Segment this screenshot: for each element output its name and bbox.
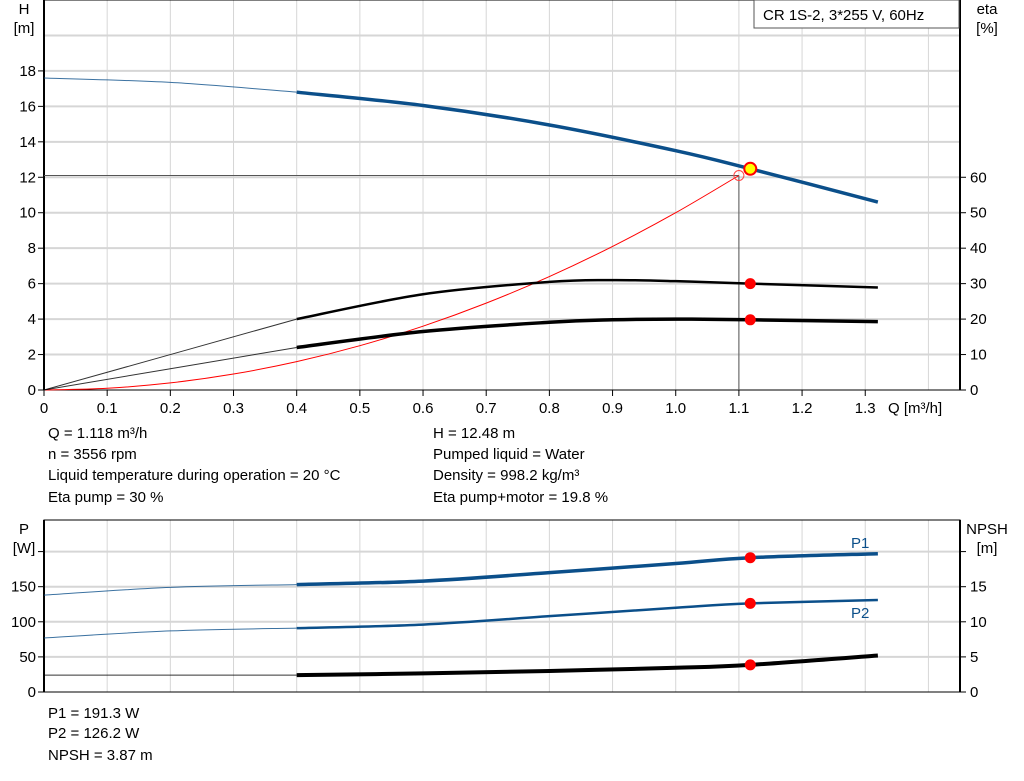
info-density: Density = 998.2 kg/m³ [433,467,580,484]
title-box-text: CR 1S-2, 3*255 V, 60Hz [763,7,924,24]
x-tick-label: 0.5 [349,400,370,417]
y-tick-label-right: 0 [970,684,978,701]
y-tick-label-left: 6 [28,276,36,293]
title-box [753,0,960,29]
H-curve [296,90,879,204]
H-curve-thin [43,77,297,93]
y-axis-label-left: P [19,521,29,538]
y-tick-label-left: 4 [28,311,36,328]
info-liquid-temp: Liquid temperature during operation = 20… [48,467,341,484]
x-tick-label: 1.0 [665,400,686,417]
x-tick-label: 0.3 [223,400,244,417]
y-tick-label-right: 10 [970,347,987,364]
x-tick-label: 0.9 [602,400,623,417]
eta_pump_motor-curve [296,317,878,350]
P1-curve-thin [43,584,297,596]
y-tick-label-left: 12 [19,169,36,186]
y-tick-label-left: 150 [11,579,36,596]
plot-frame [43,519,961,693]
info-eta-pump-motor: Eta pump+motor = 19.8 % [433,489,609,506]
x-tick-label: 0.8 [539,400,560,417]
y-tick-label-left: 100 [11,614,36,631]
p2-duty-marker [744,597,756,609]
eta_pump_motor-curve-thin [43,346,297,391]
y-tick-label-right: 40 [970,240,987,257]
y-tick-label-left: 18 [19,63,36,80]
y-tick-label-left: 10 [19,205,36,222]
system-point-marker [733,170,745,181]
p1-duty-marker [744,552,756,564]
P1-curve [296,551,878,587]
y-tick-label-left: 16 [19,98,36,115]
x-tick-label: 0.6 [413,400,434,417]
y-tick-label-left: 8 [28,240,36,257]
info-speed: n = 3556 rpm [48,446,137,463]
y-tick-label-left: 0 [28,382,36,399]
x-tick-label: 0.2 [160,400,181,417]
info-head: H = 12.48 m [433,425,516,442]
x-axis-label: Q [m³/h] [888,400,942,417]
x-tick-label: 0 [40,400,48,417]
y-tick-label-right: 30 [970,276,987,293]
y-axis-label-left: H [19,1,30,18]
y-axis-label-right: [%] [976,20,998,37]
x-tick-label: 0.7 [476,400,497,417]
y-tick-label-right: 15 [970,579,987,596]
npsh-duty-marker [744,659,756,671]
p2-series-label: P2 [851,605,869,622]
info-npsh: NPSH = 3.87 m [48,747,153,764]
duty-point-marker [743,161,758,176]
y-tick-label-right: 10 [970,614,987,631]
y-tick-label-left: 14 [19,134,36,151]
info-p2: P2 = 126.2 W [48,725,140,742]
P2-curve [296,598,878,630]
y-axis-label-left: [W] [13,540,36,557]
y-tick-label-right: 5 [970,649,978,666]
y-tick-label-right: 60 [970,169,987,186]
x-tick-label: 0.4 [286,400,307,417]
y-tick-label-right: 50 [970,205,987,222]
y-axis-label-left: [m] [14,20,35,37]
y-tick-label-right: 0 [970,382,978,399]
p1-series-label: P1 [851,535,869,552]
eta-pump-motor-marker [744,314,756,326]
NPSH-curve [296,653,879,678]
y-tick-label-right: 20 [970,311,987,328]
x-tick-label: 1.3 [855,400,876,417]
y-axis-label-right: NPSH [966,521,1008,538]
y-axis-label-right: eta [977,1,999,18]
eta_pump-curve [296,278,878,321]
x-tick-label: 1.1 [728,400,749,417]
P2-curve-thin [43,627,297,639]
plot-frame [43,0,961,391]
y-axis-label-right: [m] [977,540,998,557]
y-tick-label-left: 50 [19,649,36,666]
info-pumped-liquid: Pumped liquid = Water [433,446,585,463]
info-q: Q = 1.118 m³/h [48,425,148,442]
eta-pump-marker [744,278,756,290]
y-tick-label-left: 0 [28,684,36,701]
info-p1: P1 = 191.3 W [48,705,140,722]
y-tick-label-left: 2 [28,347,36,364]
x-tick-label: 0.1 [97,400,118,417]
info-eta-pump: Eta pump = 30 % [48,489,164,506]
eta_pump-curve-thin [43,318,297,391]
x-tick-label: 1.2 [792,400,813,417]
